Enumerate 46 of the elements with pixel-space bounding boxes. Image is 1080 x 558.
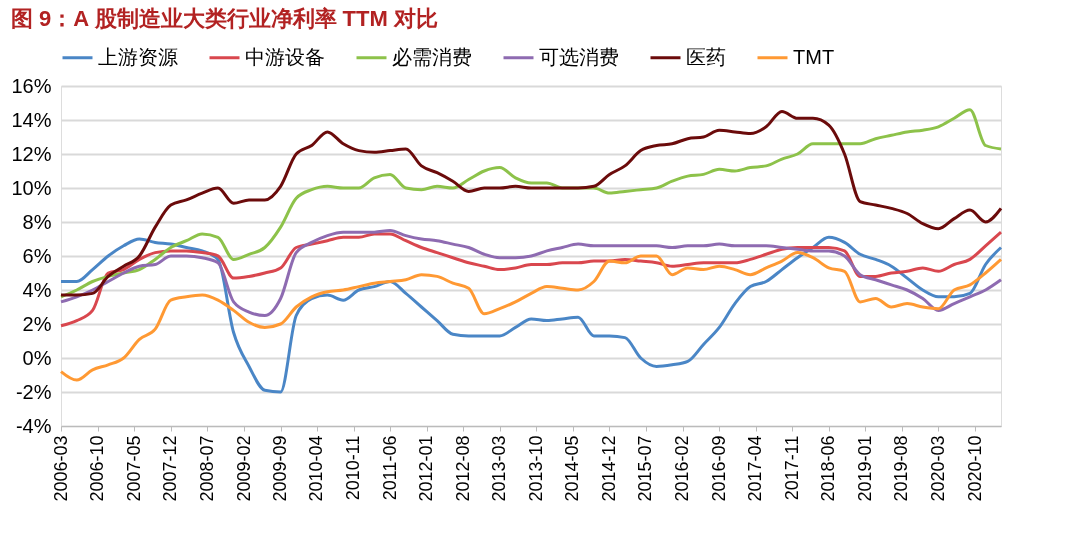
x-tick-label: 2011-06: [379, 435, 400, 501]
x-tick-label: 2007-05: [123, 435, 144, 502]
x-tick-label: 2017-04: [745, 435, 766, 502]
x-tick-label: 2009-09: [270, 435, 291, 502]
x-tick-label: 2010-04: [306, 435, 327, 502]
y-tick-label: 8%: [22, 210, 52, 233]
x-tick-label: 2009-02: [233, 435, 254, 502]
y-tick-label: -2%: [15, 380, 52, 403]
legend-label: 可选消费: [539, 45, 619, 68]
y-tick-label: 14%: [11, 108, 52, 131]
y-tick-label: 16%: [11, 74, 52, 97]
x-tick-label: 2019-08: [891, 435, 912, 502]
legend-label: 中游设备: [245, 45, 325, 68]
x-tick-label: 2016-02: [672, 435, 693, 502]
x-tick-label: 2012-01: [416, 435, 437, 502]
x-tick-label: 2017-11: [781, 435, 802, 501]
legend-label: TMT: [793, 45, 835, 68]
x-tick-label: 2010-11: [343, 435, 364, 501]
y-tick-label: 4%: [22, 278, 52, 301]
x-tick-label: 2006-10: [87, 435, 108, 502]
x-tick-label: 2019-01: [854, 435, 875, 502]
x-tick-label: 2012-08: [452, 435, 473, 502]
chart-title: 图 9：A 股制造业大类行业净利率 TTM 对比: [10, 6, 438, 31]
line-series: [59, 251, 1003, 382]
y-tick-label: -4%: [15, 414, 52, 437]
y-tick-label: 0%: [22, 346, 52, 369]
x-tick-label: 2013-03: [489, 435, 510, 502]
legend-label: 医药: [686, 45, 726, 68]
x-tick-label: 2020-10: [964, 435, 985, 502]
x-tick-label: 2008-07: [196, 435, 217, 502]
x-tick-label: 2015-07: [635, 435, 656, 502]
x-tick-label: 2014-12: [598, 435, 619, 502]
x-tick-label: 2013-10: [525, 435, 546, 502]
legend-label: 必需消费: [392, 45, 472, 68]
line-series: [59, 235, 1003, 394]
x-tick-label: 2018-06: [818, 435, 839, 502]
y-tick-label: 2%: [22, 312, 52, 335]
legend-label: 上游资源: [98, 45, 178, 68]
y-tick-label: 12%: [11, 142, 52, 165]
x-tick-label: 2016-09: [708, 435, 729, 502]
x-tick-label: 2014-05: [562, 435, 583, 502]
x-tick-label: 2007-12: [160, 435, 181, 502]
y-tick-label: 10%: [11, 176, 52, 199]
y-tick-label: 6%: [22, 244, 52, 267]
x-tick-label: 2006-03: [50, 435, 71, 502]
x-tick-label: 2020-03: [927, 435, 948, 502]
